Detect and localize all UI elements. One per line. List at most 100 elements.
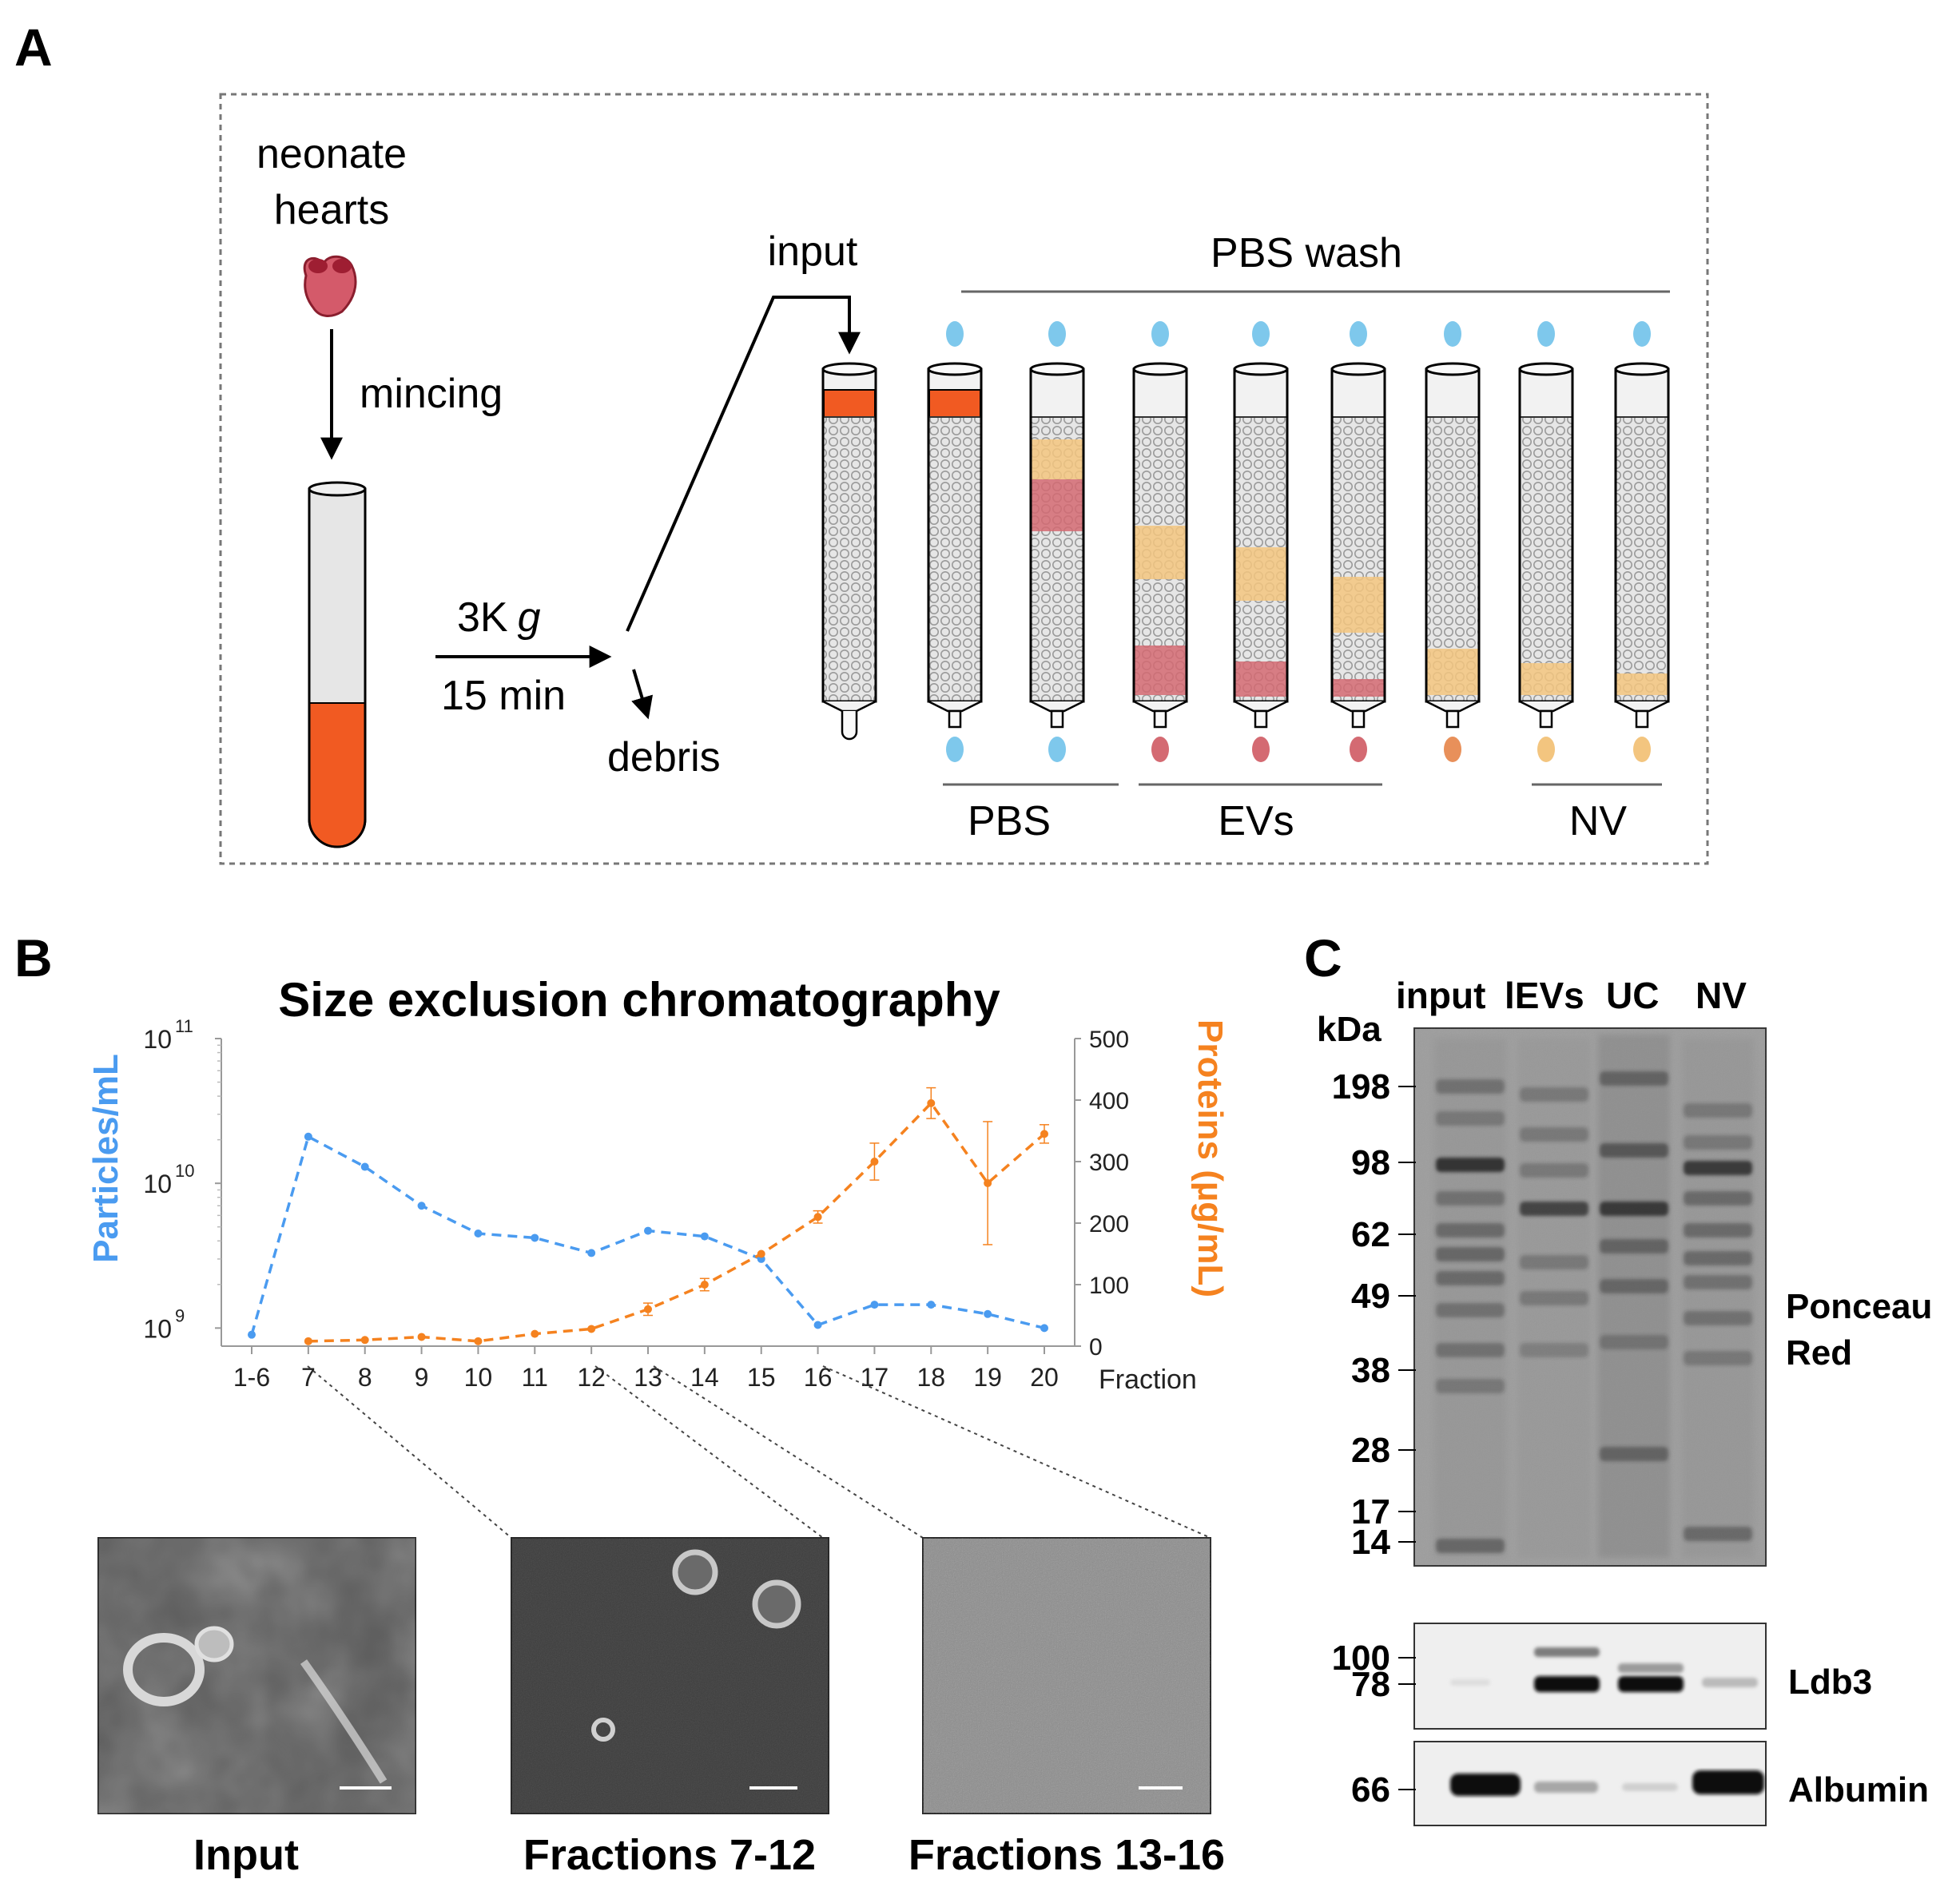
right-tick-label: 0 [1089,1334,1103,1361]
kda-label: kDa [1317,1010,1382,1049]
column-beads [928,417,981,701]
proteins-point [927,1098,936,1107]
pbs-wash-label: PBS wash [1211,230,1402,276]
proteins-point [700,1281,709,1289]
vesicle-shape [752,1579,801,1629]
sec-column [927,321,983,762]
sec-column [1132,321,1188,762]
column-rim [927,362,983,376]
right-tick-label: 100 [1089,1273,1129,1299]
gel-band [1600,1335,1668,1349]
pbs-drop-icon [946,321,964,347]
pbs-drop-icon [1444,321,1461,347]
gel-band [1684,1103,1752,1118]
pbs-drop-icon [1252,321,1270,347]
marker-label: 98 [1351,1143,1390,1182]
input-line [626,296,851,632]
tube-icon [308,481,367,848]
sec-column [1425,321,1481,762]
ponceau-gel [1413,1027,1767,1567]
albumin-blot [1413,1741,1767,1826]
column-rim [821,362,877,376]
x-tick-label: 12 [577,1363,606,1392]
proteins-point [531,1329,539,1338]
panel-c: C input lEVs UC NV kDa 198 98 62 49 38 28 1714… [1304,928,1932,1826]
x-tick-label: 7 [301,1363,316,1392]
gel-band [1600,1447,1668,1461]
debris-arrow [631,669,654,720]
x-tick-label: 20 [1030,1363,1059,1392]
eluate-drop-icon [946,737,964,762]
sec-column [1518,321,1574,762]
caption-input: Input [193,1831,299,1879]
x-tick-label: 10 [464,1363,493,1392]
caption-fractions-13-16: Fractions 13-16 [908,1831,1225,1879]
heart-icon [303,255,357,317]
gel-band [1600,1202,1668,1216]
right-tick-label: 400 [1089,1088,1129,1114]
marker-label: 62 [1351,1215,1390,1254]
gel-band [1684,1223,1752,1237]
particles-point [1040,1324,1048,1333]
pbs-drop-icon [1350,321,1367,347]
gel-band [1520,1202,1588,1216]
column-taper [928,700,982,713]
eluate-drop-icon [1350,737,1367,762]
lane-label-levs: lEVs [1505,975,1584,1016]
panel-a-frame [219,93,1709,865]
gel-band [1684,1275,1752,1289]
x-tick-label: 8 [358,1363,372,1392]
marker-label: 14 [1351,1523,1390,1562]
particles-point [304,1132,312,1141]
gel-band [1684,1135,1752,1150]
sec-column [1233,321,1289,762]
marker-ticks-albumin: 66 [1351,1770,1416,1810]
left-tick-label: 10 [143,1170,172,1198]
column-beads [1616,417,1668,701]
particles-point [927,1301,936,1309]
column-taper [822,700,877,713]
gel-band [1520,1255,1588,1269]
column-rim [1029,362,1085,376]
connector-line-7 [307,1365,512,1539]
gel-band [1684,1191,1752,1206]
sec-chart: Particles/mL Proteins (µg/mL) Fraction 1… [86,1016,1230,1395]
proteins-point [644,1305,652,1313]
neonate-label-line1: neonate [256,131,407,177]
nv-band [1427,649,1478,695]
eluate-drop-icon [1151,737,1169,762]
proteins-point [360,1336,369,1345]
column-rim [1614,362,1670,376]
marker-label: 66 [1351,1770,1390,1810]
x-tick-label: 19 [973,1363,1002,1392]
eluate-drop-icon [1048,737,1066,762]
column-taper [1425,700,1480,713]
particles-point [813,1321,822,1329]
gel-band [1684,1351,1752,1365]
column-beads [1332,417,1385,701]
particles-point [248,1330,256,1339]
gel-band [1600,1239,1668,1253]
chart-title: Size exclusion chromatography [278,973,1000,1027]
lane-label-nv: NV [1696,975,1747,1016]
ev-band [1135,646,1186,695]
marker-label: 28 [1351,1431,1390,1470]
micrograph-input [97,1537,416,1814]
pbs-drop-icon [1633,321,1651,347]
albumin-label: Albumin [1788,1770,1929,1810]
gel-band [1520,1087,1588,1102]
marker-label: 100 [1332,1639,1390,1678]
gel-band [1436,1191,1505,1206]
gel-band [1436,1539,1505,1553]
column-taper [1030,700,1084,713]
column-beads [823,417,876,701]
panel-c-letter: C [1304,928,1342,987]
eluate-drop-icon [1633,737,1651,762]
column-tip [1050,709,1064,729]
ponceau-label-line1: Ponceau [1786,1287,1932,1326]
particles-point [984,1309,992,1318]
sec-column [821,362,877,741]
